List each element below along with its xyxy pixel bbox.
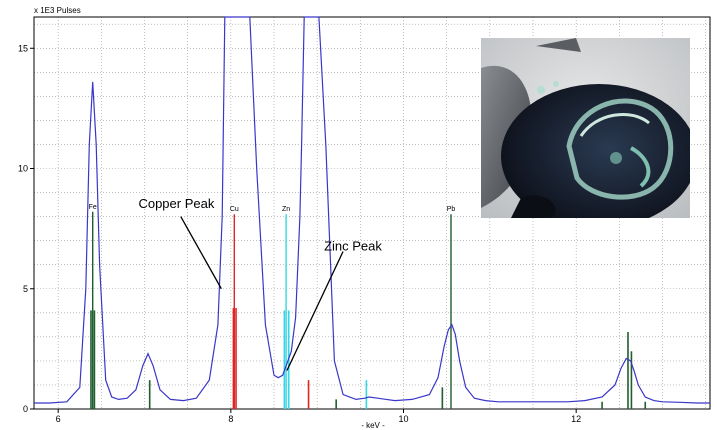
spectrum-curve — [34, 16, 710, 404]
x-tick-label: 6 — [56, 414, 61, 424]
x-axis-label: - keV - — [361, 421, 385, 430]
annotation-label: Zinc Peak — [324, 238, 382, 253]
annotations: Copper Peak Zinc Peak — [138, 196, 382, 371]
x-tick-label: 8 — [228, 414, 233, 424]
element-label-pb: Pb — [447, 206, 456, 213]
sample-photo — [481, 38, 690, 218]
element-lines: Fe Cu Zn Pb — [89, 204, 647, 409]
y-tick-label: 5 — [23, 284, 28, 294]
x-tick-label: 10 — [399, 414, 409, 424]
y-axis-label: x 1E3 Pulses — [34, 6, 81, 15]
annotation-pointer — [180, 216, 222, 290]
y-tick-label: 15 — [18, 43, 28, 53]
y-tick-label: 10 — [18, 164, 28, 174]
plot-frame — [33, 16, 711, 410]
axis-ticks: 6 8 10 12 0 5 10 15 — [18, 43, 581, 424]
x-tick-label: 12 — [571, 414, 581, 424]
element-label-zn: Zn — [282, 206, 290, 213]
y-tick-label: 0 — [23, 404, 28, 414]
element-label-cu: Cu — [230, 206, 239, 213]
annotation-pointer — [286, 251, 344, 371]
element-label-fe: Fe — [89, 204, 97, 211]
annotation-label: Copper Peak — [138, 196, 214, 211]
